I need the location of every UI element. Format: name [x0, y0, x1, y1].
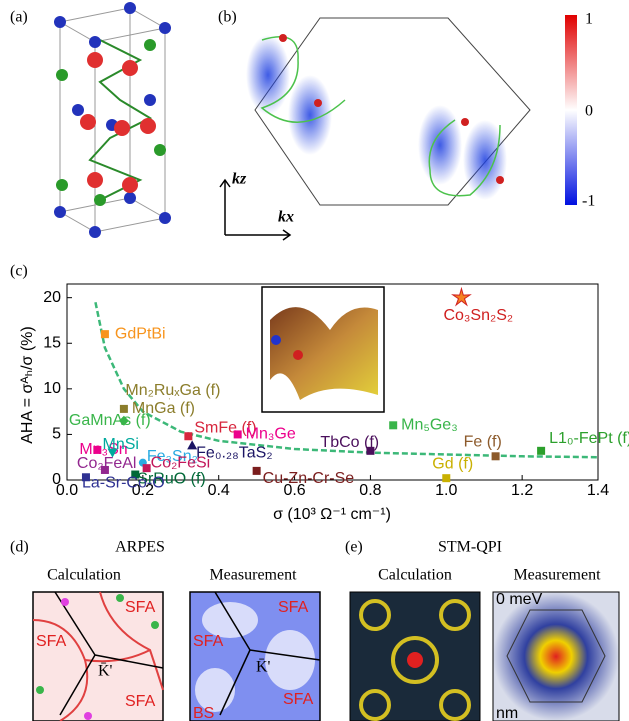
- colorbar-label: -1: [582, 193, 595, 210]
- point-label: Gd (f): [432, 455, 473, 472]
- panel-e: (e) STM-QPI Calculation Measurement 0 me…: [345, 539, 619, 721]
- panel-label: (d): [10, 539, 29, 556]
- y-tick-label: 10: [43, 380, 61, 397]
- point-label: TbCo (f): [320, 434, 379, 451]
- panel-label: (a): [10, 9, 28, 26]
- panel-a: (a): [10, 2, 171, 238]
- point-label: La-Sr-Co-O: [82, 474, 165, 491]
- x-tick-label: 1.0: [435, 482, 457, 499]
- y-tick-label: 5: [52, 426, 61, 443]
- inset: [262, 287, 384, 412]
- x-tick-label: 1.4: [587, 482, 609, 499]
- y-tick-label: 15: [43, 334, 61, 351]
- annotation: SFA: [125, 599, 156, 616]
- point-label: L1₀-FePt (f): [549, 430, 629, 447]
- panel-c: (c) AHA = σᴬₕ/σ (%) σ (10³ Ω⁻¹ cm⁻¹) 0.0…: [10, 263, 629, 524]
- data-point: [253, 467, 261, 475]
- annotation: K̄': [256, 659, 271, 676]
- colorbar: [565, 15, 577, 205]
- x-tick-label: 1.2: [511, 482, 533, 499]
- annotation: SFA: [193, 633, 224, 650]
- axis-label: kx: [278, 209, 294, 226]
- annotation: SFA: [283, 691, 314, 708]
- panel-label: (b): [218, 9, 237, 26]
- x-tick-label: 0.4: [208, 482, 230, 499]
- data-point: [537, 447, 545, 455]
- data-point: [101, 330, 109, 338]
- panel-label: (e): [345, 539, 363, 556]
- point-label: Mn₃Ge: [246, 426, 296, 443]
- annotation: K̄': [98, 663, 113, 680]
- axis-label: kz: [232, 171, 247, 188]
- panel-d: (d) ARPES Calculation Measurement SFA SF…: [10, 539, 320, 721]
- data-point: [389, 421, 397, 429]
- panel-title: ARPES: [115, 539, 165, 556]
- subpanel-title: Calculation: [47, 567, 121, 584]
- x-axis-label: σ (10³ Ω⁻¹ cm⁻¹): [273, 506, 391, 523]
- subpanel-title: Measurement: [513, 567, 601, 584]
- data-point: [234, 430, 242, 438]
- point-label: Co₃Sn₂S₂: [443, 307, 513, 324]
- panel-title: STM-QPI: [438, 539, 502, 556]
- data-point: [453, 289, 470, 305]
- annotation: nm: [496, 705, 518, 721]
- colorbar-label: 1: [585, 11, 593, 28]
- data-point: [184, 432, 192, 440]
- x-tick-label: 0.8: [359, 482, 381, 499]
- data-point: [442, 474, 450, 482]
- point-label: Co₂FeAl: [77, 455, 137, 472]
- point-label: GaMnAs (f): [69, 412, 151, 429]
- annotation: 0 meV: [496, 591, 543, 608]
- subpanel-title: Calculation: [378, 567, 452, 584]
- point-label: MnSi: [103, 436, 139, 453]
- point-label: Mn₅Ge₃: [401, 417, 458, 434]
- point-label: GdPtBi: [115, 325, 166, 342]
- y-tick-label: 20: [43, 289, 61, 306]
- point-label: Cu-Zn-Cr-Se: [263, 470, 355, 487]
- figure: (a) (b): [0, 0, 629, 721]
- panel-b: (b) 1 0 -1 kz kx: [218, 9, 595, 240]
- annotation: SFA: [125, 693, 156, 710]
- point-label: Fe (f): [464, 434, 502, 451]
- point-label: Fe₀.₂₈TaS₂: [196, 445, 272, 462]
- y-tick-label: 0: [52, 471, 61, 488]
- panel-label: (c): [10, 263, 28, 280]
- subpanel-title: Measurement: [209, 567, 297, 584]
- annotation: SFA: [278, 599, 309, 616]
- annotation: SFA: [36, 633, 67, 650]
- colorbar-label: 0: [585, 103, 593, 120]
- point-label: Mn₂RuₓGa (f): [125, 382, 220, 399]
- annotation: BS: [193, 705, 214, 721]
- y-axis-label: AHA = σᴬₕ/σ (%): [19, 326, 36, 444]
- data-point: [492, 452, 500, 460]
